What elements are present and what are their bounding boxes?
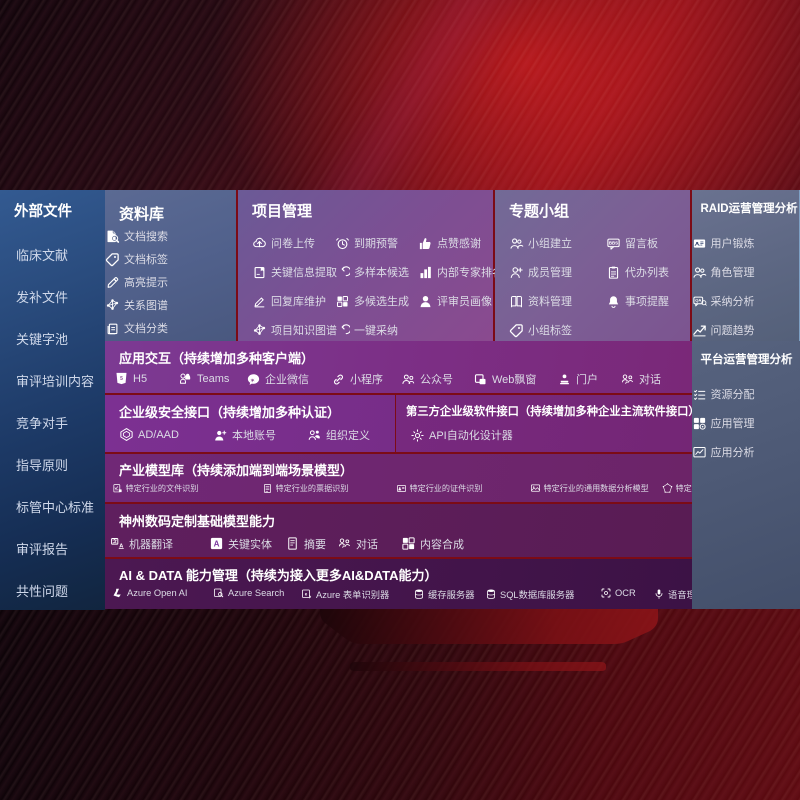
svg-text:A: A xyxy=(214,540,220,549)
svg-text:QA: QA xyxy=(695,297,701,302)
svg-text:e: e xyxy=(305,591,308,596)
svg-text:5: 5 xyxy=(120,376,123,382)
svg-text:BBS: BBS xyxy=(609,240,618,245)
